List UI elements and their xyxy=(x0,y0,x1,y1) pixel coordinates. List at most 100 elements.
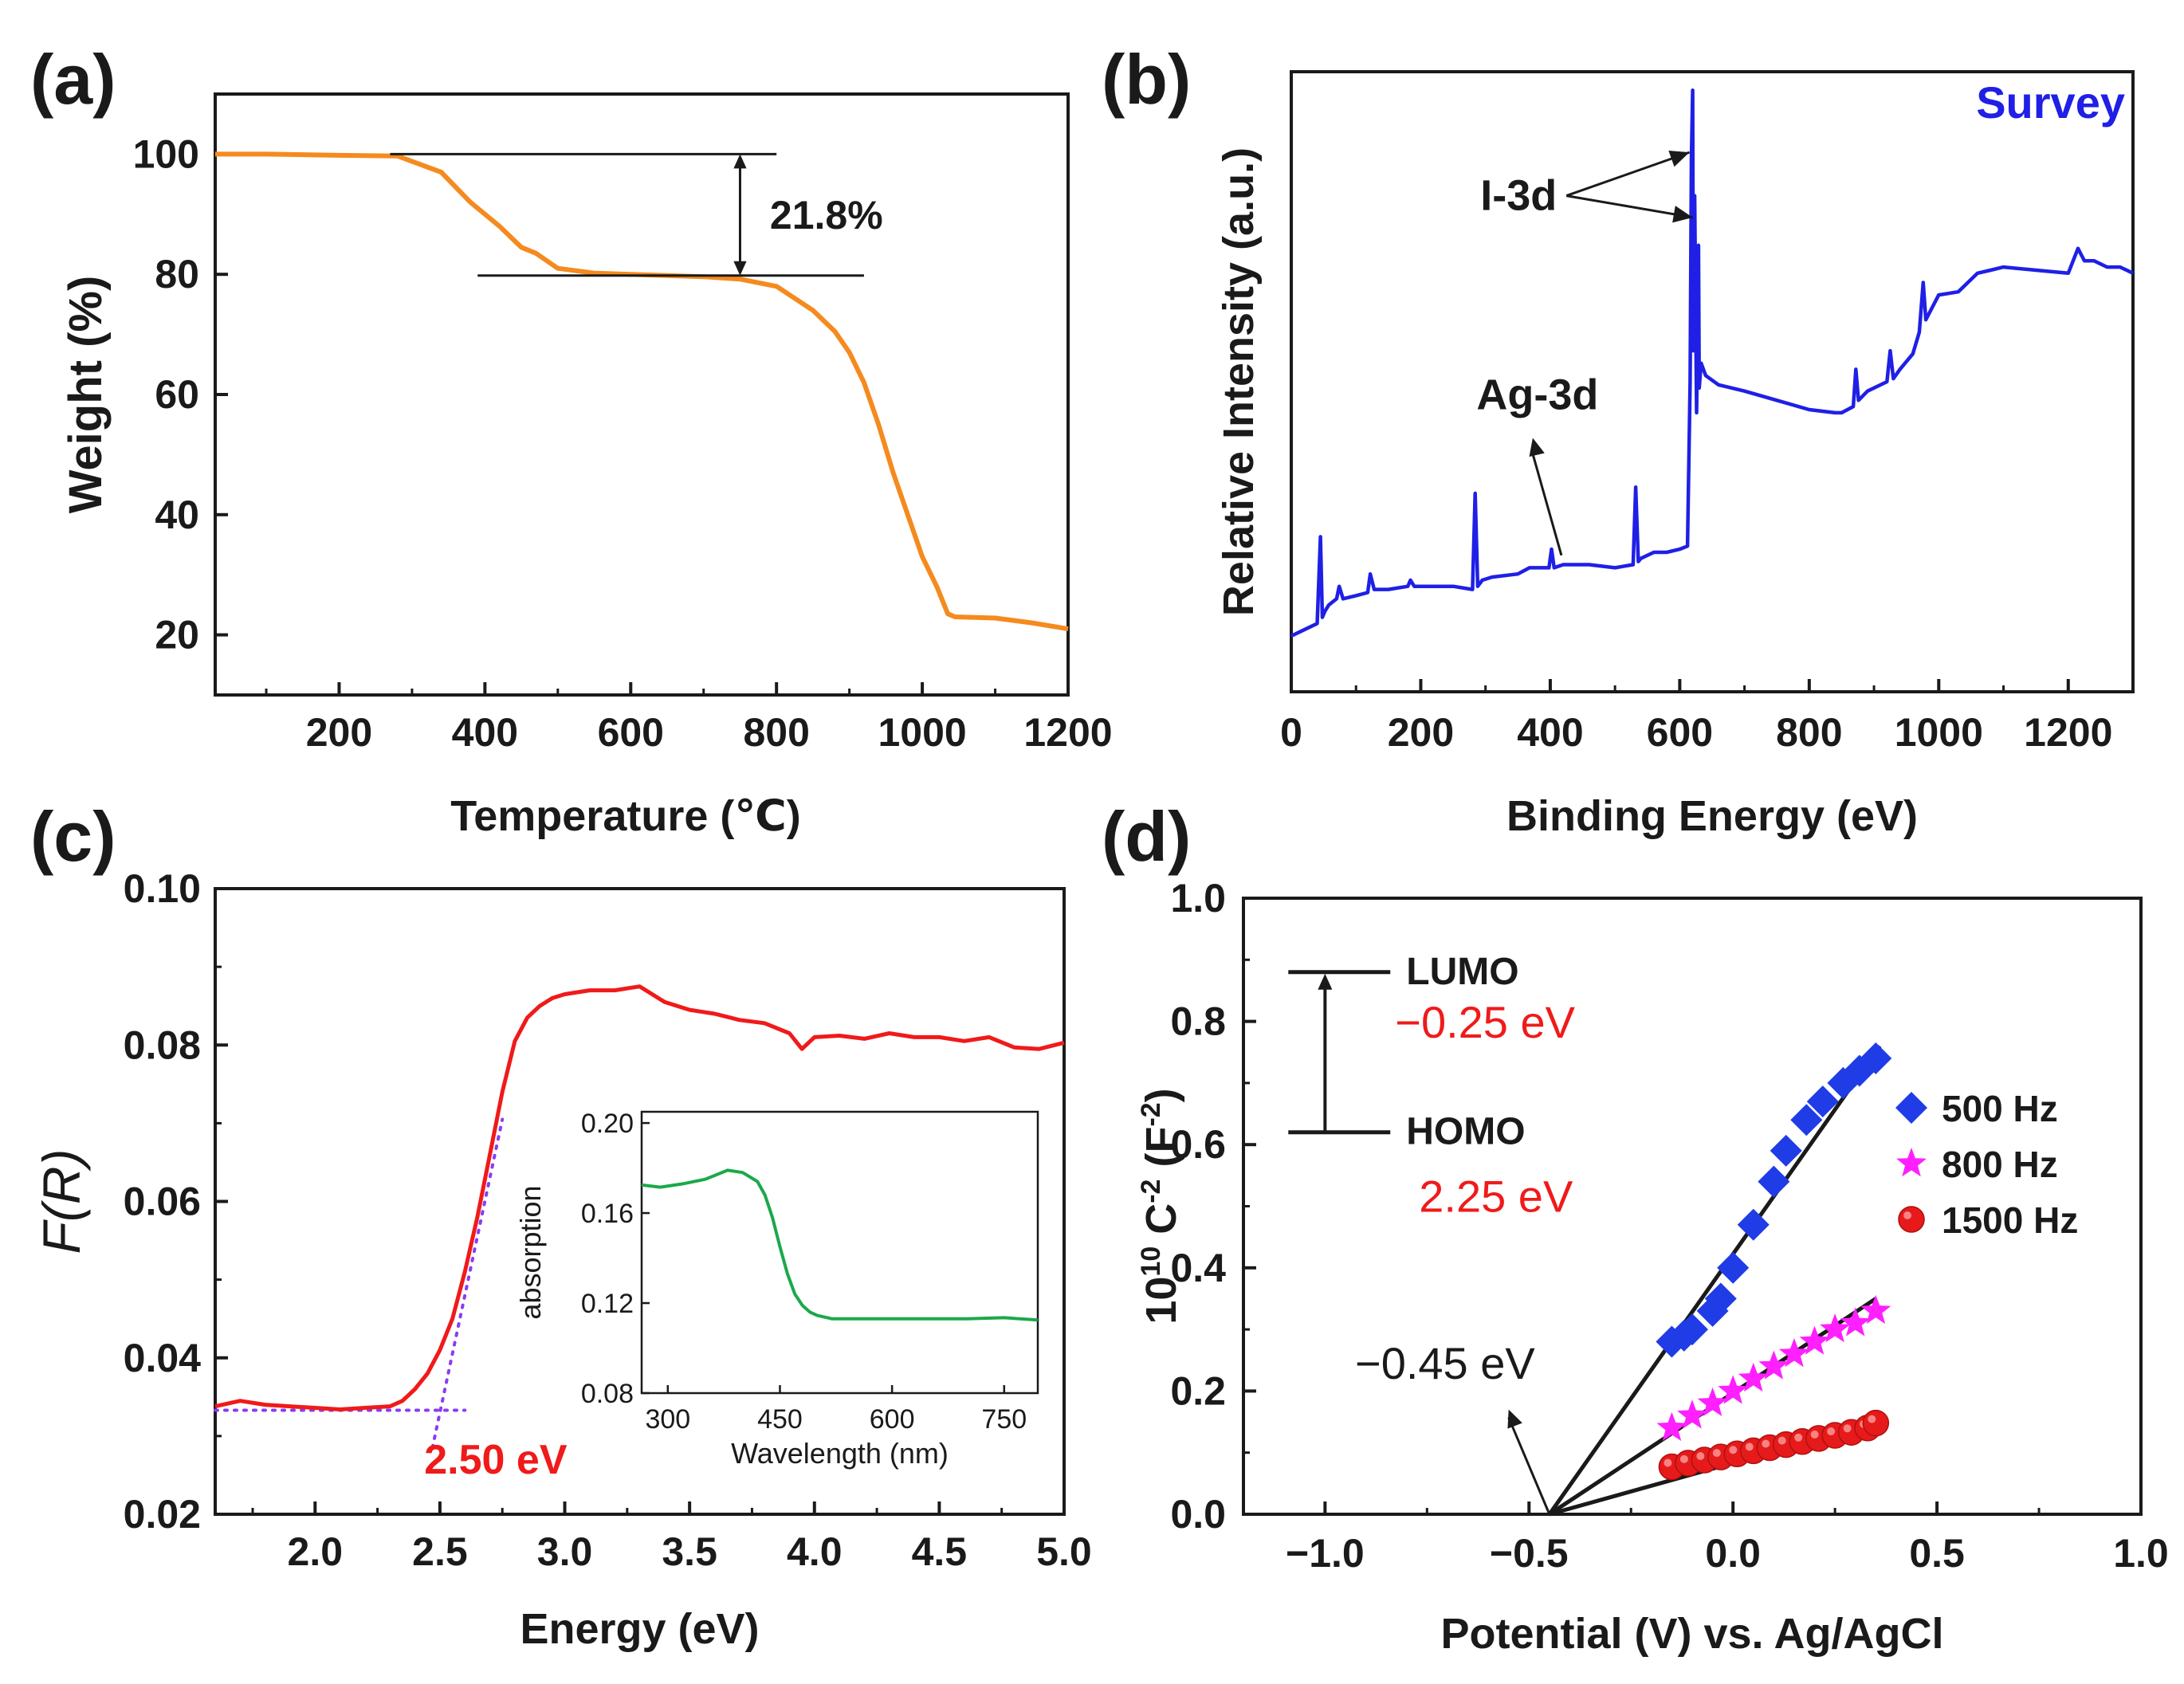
legend-survey: Survey xyxy=(1976,77,2125,128)
peak-label-ag3d: Ag-3d xyxy=(1476,371,1598,418)
y-axis-title-part: 10 xyxy=(1137,1277,1185,1325)
data-point-1500-hz xyxy=(1862,1409,1890,1437)
band-arrow-head xyxy=(1318,973,1333,990)
data-point-1500-hz-highlight xyxy=(1868,1415,1876,1423)
data-point-800-hz xyxy=(1820,1313,1851,1343)
y-axis-title-superscript: 10 xyxy=(1136,1246,1166,1277)
legend-label: 800 Hz xyxy=(1942,1144,2058,1185)
x-tick-label: 1000 xyxy=(878,710,966,755)
plot-frame-a xyxy=(214,92,1070,697)
ag3d-arrow-head xyxy=(1529,438,1545,457)
legend-label: 1500 Hz xyxy=(1942,1199,2078,1241)
data-point-1500-hz-highlight xyxy=(1745,1443,1754,1451)
x-tick-label: 1200 xyxy=(2024,710,2112,755)
data-point-800-hz xyxy=(1840,1307,1871,1337)
inset-x-axis-title: Wavelength (nm) xyxy=(731,1437,949,1470)
i3d-arrow-line xyxy=(1565,194,1693,219)
data-point-500-hz xyxy=(1676,1313,1708,1346)
y-axis-title-c: F(R) xyxy=(32,1149,91,1254)
y-tick-label: 1.0 xyxy=(1170,876,1226,921)
y-tick-label: 0.06 xyxy=(124,1180,201,1224)
data-point-800-hz xyxy=(1697,1387,1728,1416)
y-axis-title-part: C xyxy=(1137,1203,1185,1246)
plot-frame-b xyxy=(1290,70,2135,693)
x-axis-title-b: Binding Energy (eV) xyxy=(1506,792,1918,840)
panel-label-c: (c) xyxy=(30,797,116,876)
y-tick-label: 0.04 xyxy=(124,1336,202,1380)
y-axis-title-superscript: -2 xyxy=(1136,1102,1166,1126)
x-tick-label: 4.0 xyxy=(787,1529,843,1574)
data-point-500-hz xyxy=(1704,1282,1737,1315)
data-point-1500-hz-highlight xyxy=(1794,1433,1803,1442)
y-tick-label: 20 xyxy=(155,613,199,658)
x-axis-title-a: Temperature (℃) xyxy=(450,792,800,840)
x-tick-label: 0 xyxy=(1280,710,1302,755)
data-point-800-hz xyxy=(1738,1362,1769,1392)
x-tick-label: 750 xyxy=(981,1404,1027,1435)
data-point-800-hz xyxy=(1778,1338,1809,1368)
y-axis-title-part: (F xyxy=(1137,1127,1185,1180)
y-tick-label: 0.6 xyxy=(1170,1122,1226,1167)
data-point-500-hz xyxy=(1806,1085,1839,1118)
panel-label-a: (a) xyxy=(30,40,116,119)
data-point-1500-hz-highlight xyxy=(1843,1424,1852,1433)
series-line-survey xyxy=(1290,88,2134,638)
data-point-500-hz xyxy=(1758,1165,1790,1198)
x-tick-label: 3.5 xyxy=(662,1529,717,1574)
y-axis-title-b: Relative Intensity (a.u.) xyxy=(1215,147,1263,616)
data-point-1500-hz-highlight xyxy=(1664,1458,1672,1467)
x-tick-label: 200 xyxy=(306,710,372,755)
data-point-1500-hz-highlight xyxy=(1679,1454,1688,1463)
x-tick-label: 0.5 xyxy=(1909,1531,1965,1576)
y-tick-label: 0.02 xyxy=(124,1492,201,1537)
bandgap-label: 2.50 eV xyxy=(424,1437,568,1483)
y-tick-label: 0.0 xyxy=(1170,1492,1226,1537)
tauc-fit-line xyxy=(430,1117,505,1450)
data-point-500-hz xyxy=(1737,1208,1770,1241)
lumo-label: LUMO xyxy=(1406,951,1518,993)
y-tick-label: 0.10 xyxy=(124,866,201,911)
x-tick-label: 450 xyxy=(757,1404,803,1435)
x-tick-label: 1000 xyxy=(1895,710,1983,755)
inset-frame xyxy=(640,1110,1039,1395)
inset-y-axis-title: absorption xyxy=(514,1185,547,1319)
homo-label: HOMO xyxy=(1406,1111,1525,1153)
y-axis-title-part: ) xyxy=(1137,1088,1185,1102)
intercept-arrow-line xyxy=(1507,1417,1551,1515)
x-tick-label: 2.0 xyxy=(288,1529,344,1574)
legend-marker-1500-hz-highlight xyxy=(1903,1211,1911,1219)
data-point-800-hz xyxy=(1656,1411,1687,1441)
x-tick-label: 4.5 xyxy=(912,1529,968,1574)
x-tick-label: −1.0 xyxy=(1286,1531,1365,1576)
y-tick-label: 0.4 xyxy=(1170,1246,1226,1290)
fit-line-500-hz xyxy=(1547,1045,1882,1516)
x-tick-label: 400 xyxy=(452,710,518,755)
data-point-1500-hz-highlight xyxy=(1827,1427,1836,1436)
x-tick-label: 1.0 xyxy=(2113,1531,2169,1576)
y-tick-label: 0.08 xyxy=(124,1023,201,1067)
intercept-label: −0.45 eV xyxy=(1355,1338,1535,1388)
panel-label-b: (b) xyxy=(1102,40,1191,119)
data-point-1500-hz-highlight xyxy=(1696,1451,1705,1460)
intercept-arrow-head xyxy=(1507,1409,1522,1429)
y-tick-label: 0.16 xyxy=(581,1199,634,1229)
x-tick-label: 600 xyxy=(598,710,664,755)
series-line-weight xyxy=(215,151,1069,632)
data-point-1500-hz-highlight xyxy=(1777,1436,1786,1445)
plot-frame-c xyxy=(214,887,1066,1516)
peak-label-i3d: I-3d xyxy=(1480,172,1557,220)
y-axis-title-superscript: -2 xyxy=(1136,1180,1166,1203)
x-tick-label: 200 xyxy=(1388,710,1454,755)
data-point-500-hz xyxy=(1790,1104,1823,1136)
x-tick-label: 400 xyxy=(1517,710,1583,755)
x-tick-label: 300 xyxy=(645,1404,690,1435)
x-tick-label: 600 xyxy=(870,1404,915,1435)
y-axis-title-d: 1010 C-2 (F-2) xyxy=(1136,1088,1185,1324)
y-tick-label: 0.8 xyxy=(1170,999,1226,1044)
data-point-800-hz xyxy=(1718,1375,1749,1404)
data-point-800-hz xyxy=(1799,1325,1830,1355)
x-tick-label: −0.5 xyxy=(1490,1531,1569,1576)
x-tick-label: 800 xyxy=(1776,710,1842,755)
i3d-arrow-head xyxy=(1672,206,1693,223)
data-point-500-hz xyxy=(1860,1042,1892,1074)
